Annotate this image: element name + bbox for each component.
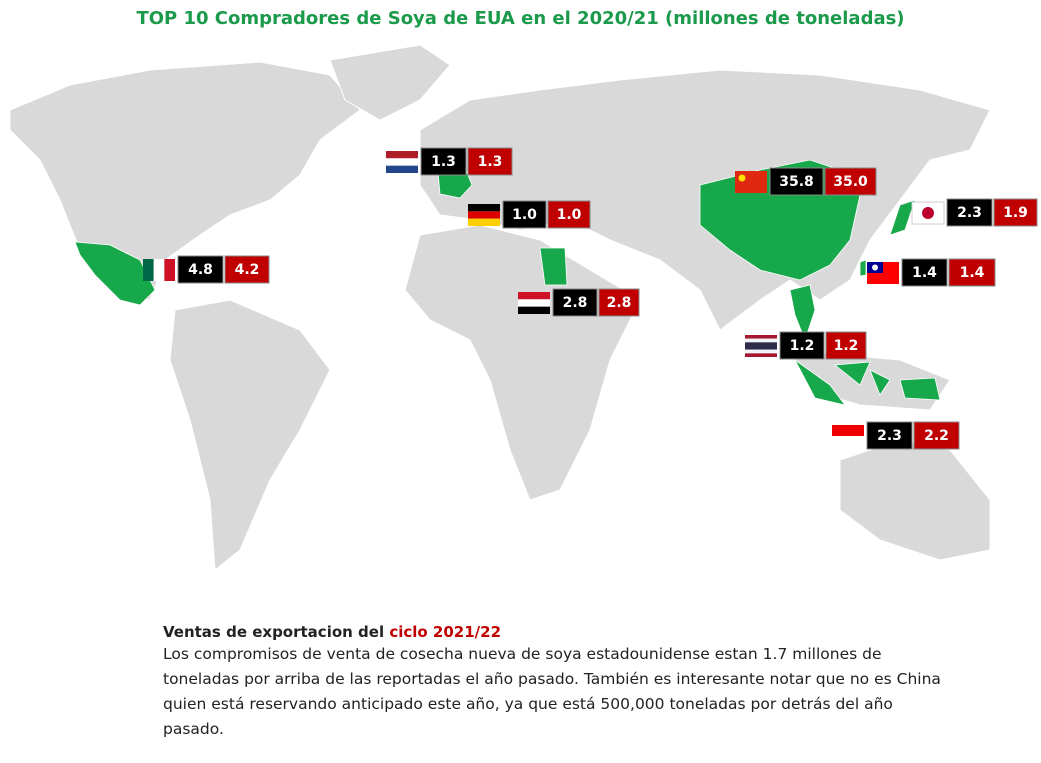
previous-box bbox=[224, 255, 270, 284]
previous-box bbox=[598, 288, 640, 317]
flag-stripe bbox=[143, 259, 154, 281]
flag bbox=[518, 292, 550, 314]
current-value: 2.3 bbox=[957, 205, 982, 221]
flag-stripe bbox=[468, 204, 500, 212]
current-value: 2.3 bbox=[877, 428, 902, 444]
flag bbox=[745, 335, 777, 357]
flag-stripe bbox=[745, 346, 777, 350]
flag-bg bbox=[735, 171, 767, 193]
current-box bbox=[946, 198, 993, 227]
current-box bbox=[420, 147, 467, 176]
current-box bbox=[502, 200, 547, 229]
previous-box bbox=[913, 421, 960, 450]
flag-stripe bbox=[386, 165, 418, 173]
current-box bbox=[901, 258, 948, 287]
previous-box bbox=[824, 167, 877, 196]
current-value: 35.8 bbox=[779, 174, 814, 190]
flag-stripe bbox=[386, 151, 418, 159]
current-box bbox=[779, 331, 825, 360]
flag-star bbox=[738, 174, 746, 182]
heading-highlight: ciclo 2021/22 bbox=[389, 623, 502, 641]
flag-stripe bbox=[745, 342, 777, 346]
previous-value: 2.2 bbox=[924, 428, 949, 444]
current-box bbox=[866, 421, 913, 450]
flag-stripe bbox=[518, 306, 550, 314]
current-value: 2.8 bbox=[563, 295, 588, 311]
previous-box bbox=[993, 198, 1038, 227]
flag-disc bbox=[922, 207, 934, 219]
flag bbox=[143, 259, 175, 281]
current-value: 4.8 bbox=[188, 262, 213, 278]
previous-box bbox=[467, 147, 513, 176]
flag bbox=[468, 204, 500, 226]
previous-value: 1.4 bbox=[960, 265, 985, 281]
current-box bbox=[177, 255, 224, 284]
previous-value: 1.9 bbox=[1003, 205, 1028, 221]
flag-stripe bbox=[832, 425, 864, 436]
previous-value: 1.3 bbox=[478, 154, 503, 170]
footer: Ventas de exportacion del ciclo 2021/22 … bbox=[163, 622, 953, 763]
previous-value: 4.2 bbox=[235, 262, 260, 278]
previous-value: 1.2 bbox=[834, 338, 859, 354]
flag-stripe bbox=[745, 353, 777, 357]
flag-stripe bbox=[468, 211, 500, 219]
flag-stripe bbox=[745, 349, 777, 354]
current-box bbox=[552, 288, 598, 317]
flag-stripe bbox=[745, 335, 777, 339]
previous-value: 1.0 bbox=[557, 207, 582, 223]
flag-stripe bbox=[518, 292, 550, 300]
footer-heading: Ventas de exportacion del ciclo 2021/22 bbox=[163, 622, 953, 642]
flag-stripe bbox=[518, 299, 550, 307]
flag-stripe bbox=[832, 436, 864, 447]
footer-body: Los compromisos de venta de cosecha nuev… bbox=[163, 645, 941, 738]
markers: 1.3 1.3 4.8 4.2 1.0 1.0 2.8 2.8 35.8 35.0 2.3 1.9 1.… bbox=[143, 147, 1038, 450]
flag-stripe bbox=[164, 259, 175, 281]
flag-stripe bbox=[153, 259, 165, 281]
flag bbox=[386, 151, 418, 173]
flag bbox=[735, 171, 767, 193]
previous-box bbox=[948, 258, 996, 287]
flag bbox=[867, 262, 899, 284]
world-map: 1.3 1.3 4.8 4.2 1.0 1.0 2.8 2.8 35.8 35.0 2.3 1.9 1.… bbox=[9, 44, 1038, 571]
flag-stripe bbox=[386, 158, 418, 166]
current-value: 1.3 bbox=[431, 154, 456, 170]
flag bbox=[832, 425, 864, 447]
current-value: 1.4 bbox=[912, 265, 937, 281]
land bbox=[9, 44, 991, 571]
current-value: 1.0 bbox=[512, 207, 537, 223]
previous-box bbox=[825, 331, 867, 360]
current-value: 1.2 bbox=[790, 338, 815, 354]
current-box bbox=[769, 167, 824, 196]
flag-stripe bbox=[745, 338, 777, 343]
flag-stripe bbox=[468, 218, 500, 226]
previous-value: 2.8 bbox=[607, 295, 632, 311]
previous-value: 35.0 bbox=[833, 174, 868, 190]
flag bbox=[911, 201, 945, 225]
flag-sun bbox=[872, 264, 878, 271]
title: TOP 10 Compradores de Soya de EUA en el … bbox=[136, 8, 905, 29]
heading: Ventas de exportacion del bbox=[163, 623, 390, 641]
previous-box bbox=[547, 200, 591, 229]
